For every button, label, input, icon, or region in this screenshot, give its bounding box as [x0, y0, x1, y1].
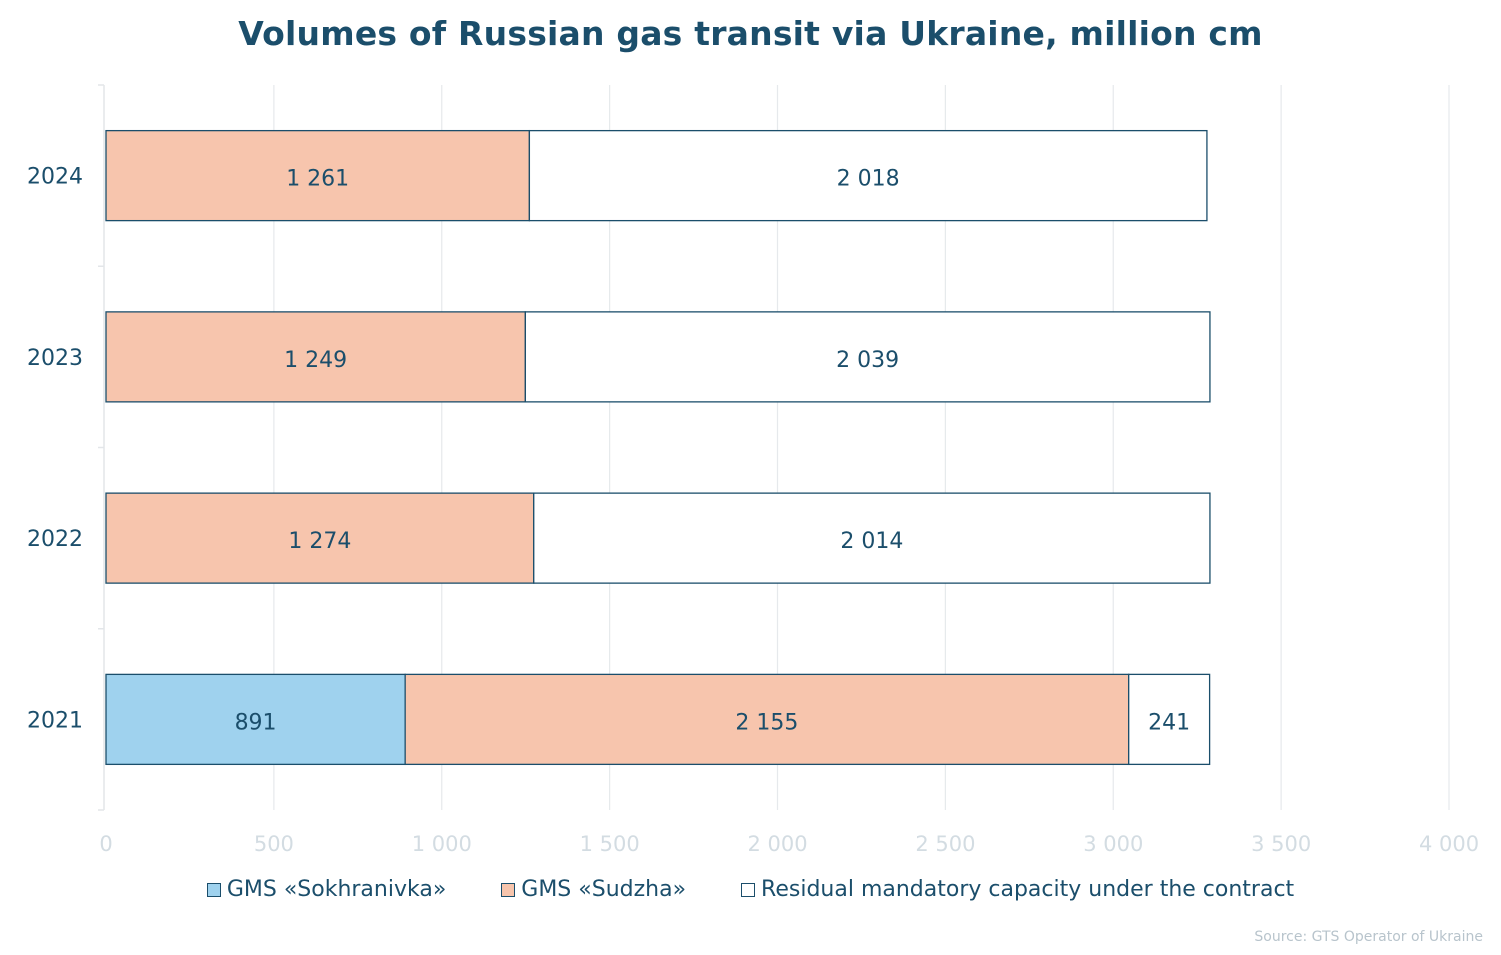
bar-segment	[533, 492, 1211, 584]
bar-segment	[528, 129, 1208, 222]
legend-label-sokhranivka: GMS «Sokhranivka»	[226, 877, 447, 902]
bar-segment	[524, 311, 1211, 403]
bar-segment	[105, 129, 531, 222]
legend-swatch-sudzha	[501, 882, 516, 897]
bar-segment	[105, 673, 406, 766]
x-tick-label: 500	[254, 832, 294, 856]
legend-swatch-residual	[741, 882, 756, 897]
bar-chart: 0 500 1 000 1 500 2 000 2 500 3 000 3 500 4 000 2…	[27, 84, 1479, 856]
x-tick-label: 2 500	[915, 832, 975, 856]
x-tick-label: 2 000	[747, 832, 807, 856]
legend: GMS «Sokhranivka» GMS «Sudzha» Residual …	[0, 877, 1501, 902]
source-note: Source: GTS Operator of Ukraine	[1254, 929, 1483, 945]
legend-swatch-sokhranivka	[206, 882, 221, 897]
x-tick-label: 1 000	[412, 832, 472, 856]
x-tick-label: 0	[99, 832, 112, 856]
data-label: 1 274	[288, 529, 351, 554]
legend-item-sudzha: GMS «Sudzha»	[501, 877, 686, 902]
x-tick-label: 1 500	[580, 832, 640, 856]
category-label: 2024	[27, 165, 83, 190]
bar-segment	[1128, 673, 1211, 766]
data-label: 2 018	[837, 167, 900, 192]
data-label: 2 039	[836, 348, 899, 373]
bar-segment	[105, 311, 527, 403]
legend-item-sokhranivka: GMS «Sokhranivka»	[206, 877, 447, 902]
category-label: 2023	[27, 346, 83, 371]
legend-item-residual: Residual mandatory capacity under the co…	[741, 877, 1294, 902]
legend-label-residual: Residual mandatory capacity under the co…	[761, 877, 1295, 902]
data-label: 2 014	[840, 529, 903, 554]
data-label: 2 155	[735, 710, 798, 735]
category-label: 2021	[27, 708, 83, 733]
x-tick-label: 3 000	[1083, 832, 1143, 856]
x-tick-label: 4 000	[1419, 832, 1479, 856]
bar-segment	[404, 673, 1130, 766]
data-label: 1 249	[284, 348, 347, 373]
data-label: 241	[1148, 710, 1190, 735]
data-label: 1 261	[286, 167, 349, 192]
chart-title: Volumes of Russian gas transit via Ukrai…	[238, 14, 1263, 53]
category-label: 2022	[27, 527, 83, 552]
legend-label-sudzha: GMS «Sudzha»	[521, 877, 687, 902]
x-tick-label: 3 500	[1251, 832, 1311, 856]
data-label: 891	[235, 710, 277, 735]
